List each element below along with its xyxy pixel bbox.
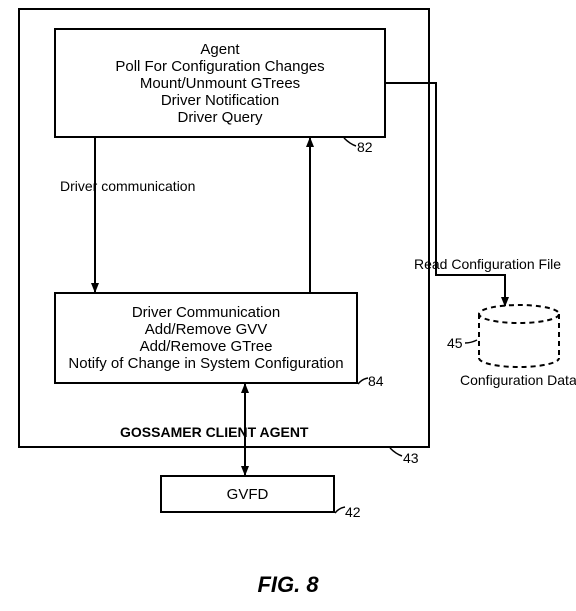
ref-bracket-82 [344, 138, 356, 146]
svg-overlay [0, 0, 576, 611]
arrow-agent-to-config [386, 83, 505, 306]
config-data-cylinder [479, 305, 559, 367]
ref-bracket-84 [358, 378, 368, 384]
ref-bracket-45 [465, 340, 477, 343]
ref-bracket-42 [335, 507, 345, 513]
diagram-canvas: Agent Poll For Configuration Changes Mou… [0, 0, 576, 611]
ref-bracket-43 [390, 448, 402, 456]
